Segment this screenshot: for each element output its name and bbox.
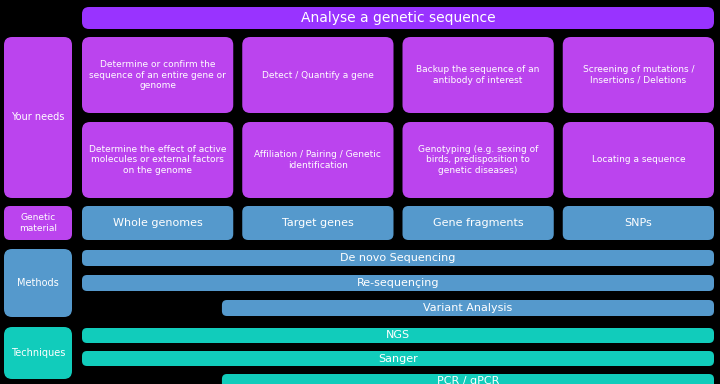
FancyBboxPatch shape [82,122,233,198]
Text: SNPs: SNPs [624,218,652,228]
FancyBboxPatch shape [82,328,714,343]
FancyBboxPatch shape [222,300,714,316]
FancyBboxPatch shape [242,122,394,198]
Text: Methods: Methods [17,278,59,288]
Text: De novo Sequencing: De novo Sequencing [341,253,456,263]
Text: Target genes: Target genes [282,218,354,228]
Text: Locating a sequence: Locating a sequence [592,156,685,164]
Text: Backup the sequence of an
antibody of interest: Backup the sequence of an antibody of in… [416,65,540,85]
FancyBboxPatch shape [82,351,714,366]
Text: Screening of mutations /
Insertions / Deletions: Screening of mutations / Insertions / De… [582,65,694,85]
Text: NGS: NGS [386,331,410,341]
FancyBboxPatch shape [4,249,72,317]
Text: Detect / Quantify a gene: Detect / Quantify a gene [262,71,374,79]
Text: Analyse a genetic sequence: Analyse a genetic sequence [301,11,495,25]
Text: Genetic
material: Genetic material [19,213,57,233]
Text: Whole genomes: Whole genomes [113,218,202,228]
FancyBboxPatch shape [4,327,72,379]
FancyBboxPatch shape [82,206,233,240]
FancyBboxPatch shape [402,206,554,240]
FancyBboxPatch shape [242,206,394,240]
FancyBboxPatch shape [402,37,554,113]
FancyBboxPatch shape [82,275,714,291]
FancyBboxPatch shape [4,206,72,240]
FancyBboxPatch shape [242,37,394,113]
Text: Genotyping (e.g. sexing of
birds, predisposition to
genetic diseases): Genotyping (e.g. sexing of birds, predis… [418,145,539,175]
FancyBboxPatch shape [563,122,714,198]
Text: Determine or confirm the
sequence of an entire gene or
genome: Determine or confirm the sequence of an … [89,60,226,90]
FancyBboxPatch shape [82,7,714,29]
Text: Affiliation / Pairing / Genetic
identification: Affiliation / Pairing / Genetic identifi… [254,150,382,170]
FancyBboxPatch shape [82,250,714,266]
FancyBboxPatch shape [563,206,714,240]
Text: Determine the effect of active
molecules or external factors
on the genome: Determine the effect of active molecules… [89,145,226,175]
FancyBboxPatch shape [222,374,714,384]
FancyBboxPatch shape [82,37,233,113]
Text: Gene fragments: Gene fragments [433,218,523,228]
Text: Techniques: Techniques [11,348,66,358]
Text: Sanger: Sanger [378,354,418,364]
FancyBboxPatch shape [563,37,714,113]
Text: PCR / qPCR: PCR / qPCR [437,376,499,384]
Text: Variant Analysis: Variant Analysis [423,303,513,313]
Text: Your needs: Your needs [12,113,65,122]
FancyBboxPatch shape [402,122,554,198]
Text: Re-sequençing: Re-sequençing [356,278,439,288]
FancyBboxPatch shape [4,37,72,198]
